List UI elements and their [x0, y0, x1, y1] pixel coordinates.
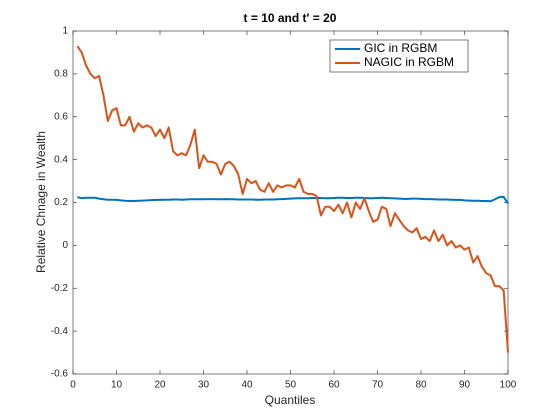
- x-tick-label: 60: [328, 380, 340, 391]
- x-tick-label: 50: [285, 380, 297, 391]
- y-tick-label: 0: [62, 240, 68, 251]
- series-line: [76, 45, 509, 353]
- y-tick-label: 0.4: [54, 154, 68, 165]
- legend-label: GIC in RGBM: [364, 41, 437, 55]
- y-tick-label: 0.8: [54, 69, 68, 80]
- x-tick-label: 10: [111, 380, 123, 391]
- x-axis-label: Quantiles: [265, 393, 316, 407]
- x-tick-label: 20: [154, 380, 166, 391]
- y-tick-label: -0.4: [51, 326, 69, 337]
- y-tick-label: 0.2: [54, 197, 68, 208]
- x-tick-label: 40: [241, 380, 253, 391]
- y-tick-label: -0.6: [51, 369, 69, 380]
- series-line: [77, 195, 509, 205]
- y-tick-label: -0.2: [51, 283, 69, 294]
- y-tick-label: 0.6: [54, 111, 68, 122]
- x-tick-label: 0: [70, 380, 76, 391]
- plot-area: [72, 30, 509, 375]
- legend-box: [329, 39, 469, 73]
- chart-title: t = 10 and t′ = 20: [244, 11, 337, 25]
- x-tick-label: 30: [198, 380, 210, 391]
- x-tick-label: 100: [500, 380, 517, 391]
- x-tick-label: 70: [372, 380, 384, 391]
- legend-label: NAGIC in RGBM: [364, 55, 454, 69]
- x-tick-label: 90: [459, 380, 471, 391]
- x-tick-label: 80: [415, 380, 427, 391]
- y-tick-label: 1: [62, 26, 68, 37]
- y-axis-label: Relative Chnage in Wealth: [34, 131, 48, 273]
